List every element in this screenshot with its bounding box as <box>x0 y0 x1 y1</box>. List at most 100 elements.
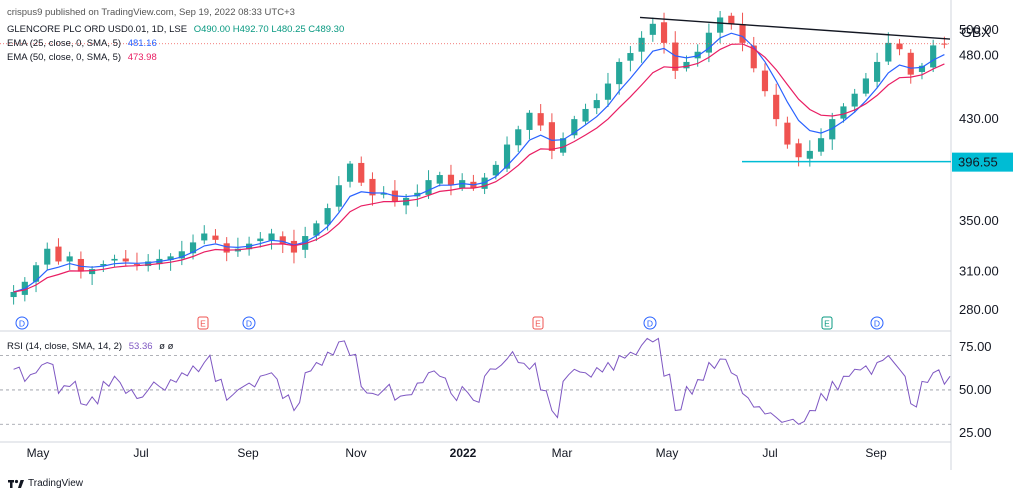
candle <box>571 115 578 139</box>
candle <box>212 229 219 244</box>
candle-body <box>201 233 208 241</box>
attribution-text: crispus9 published on TradingView.com, S… <box>7 7 295 18</box>
candles-layer <box>10 10 948 305</box>
event-marker-label: D <box>246 319 252 329</box>
candle-body <box>773 94 780 120</box>
candle <box>526 110 533 140</box>
candle-body <box>212 235 219 240</box>
footer-brand: TradingView <box>8 478 83 489</box>
candle-body <box>492 164 499 176</box>
candle <box>806 140 813 167</box>
candle <box>178 240 185 266</box>
candle <box>885 32 892 66</box>
event-marker-label: D <box>19 319 25 329</box>
candle-body <box>750 45 757 69</box>
candle-body <box>257 238 264 242</box>
candle <box>156 249 163 270</box>
candle-body <box>66 256 73 262</box>
candle-body <box>874 61 881 82</box>
candle <box>874 52 881 89</box>
support-price-badge <box>952 152 1013 172</box>
candle <box>223 237 230 262</box>
price-tick-label: 350.00 <box>959 213 999 228</box>
candle-body <box>593 100 600 109</box>
candle-body <box>728 15 735 24</box>
candle <box>515 125 522 153</box>
candle <box>279 231 286 254</box>
candle-body <box>178 251 185 259</box>
candle <box>739 12 746 52</box>
candle-body <box>537 113 544 126</box>
candle-body <box>784 122 791 145</box>
descending-trendline <box>639 16 951 40</box>
price-tick-label: 310.00 <box>959 264 999 279</box>
candle <box>346 161 354 188</box>
ema50-legend: EMA (50, close, 0, SMA, 5) 473.98 <box>7 52 161 63</box>
candle-body <box>683 61 690 69</box>
candle-body <box>481 177 488 189</box>
candle <box>672 31 679 80</box>
time-tick-label: Jul <box>762 446 777 460</box>
candle-body <box>425 180 432 195</box>
candle <box>313 220 320 242</box>
ema50-legend-value: 473.98 <box>127 52 157 63</box>
time-tick-label: Mar <box>552 446 573 460</box>
candle-body <box>145 261 152 267</box>
candle <box>638 31 645 63</box>
price-tick-label: 500.00 <box>959 22 999 37</box>
event-marker-label: E <box>535 319 541 329</box>
candle-body <box>380 192 387 195</box>
candle-body <box>10 291 17 298</box>
candle-body <box>189 242 197 254</box>
ema25-legend-value: 481.16 <box>127 38 157 49</box>
rsi-legend-extra: ø ø <box>159 341 174 352</box>
candle-body <box>604 83 612 100</box>
candle <box>907 49 914 84</box>
tradingview-brand-text: TradingView <box>28 478 84 489</box>
candle-body <box>335 185 342 207</box>
dividend-marker-icon <box>15 316 29 330</box>
candle-body <box>526 112 533 130</box>
candle <box>89 266 96 285</box>
candle-body <box>324 208 331 225</box>
candle <box>930 39 937 73</box>
candle <box>784 116 791 149</box>
time-tick-label: Sep <box>865 446 887 460</box>
ohlc-values: O490.00 H492.70 L480.25 C489.30 <box>193 24 345 35</box>
candle-body <box>89 269 96 275</box>
time-tick-label: Nov <box>345 446 366 460</box>
candle <box>290 229 298 264</box>
rsi-tick-label: 50.00 <box>959 382 992 397</box>
candle <box>616 58 623 95</box>
candle-body <box>302 236 309 250</box>
candle <box>548 113 555 160</box>
candle <box>829 112 836 150</box>
candle-body <box>694 51 701 59</box>
candle <box>358 156 365 187</box>
event-marker-label: E <box>200 319 206 329</box>
candle-body <box>627 53 634 61</box>
event-marker-label: E <box>824 319 830 329</box>
candle <box>481 172 488 195</box>
candle-body <box>167 256 174 261</box>
ema25-line <box>13 32 945 293</box>
candle-body <box>918 65 926 72</box>
candle <box>391 180 398 207</box>
ema50-legend-label: EMA (50, close, 0, SMA, 5) <box>7 52 122 63</box>
candle-body <box>55 246 62 262</box>
candle <box>403 194 410 215</box>
candle <box>593 93 600 115</box>
candle-body <box>862 78 869 94</box>
candle-body <box>896 43 903 50</box>
candle-body <box>503 144 511 169</box>
candle-body <box>369 178 376 196</box>
candle-body <box>223 243 230 253</box>
ema25-legend: EMA (25, close, 0, SMA, 5) 481.16 <box>7 38 161 49</box>
candle-body <box>941 43 948 45</box>
candle <box>840 103 847 123</box>
candle-body <box>279 236 286 244</box>
candle <box>257 232 264 248</box>
candle-body <box>560 138 567 153</box>
candle-body <box>414 192 421 197</box>
